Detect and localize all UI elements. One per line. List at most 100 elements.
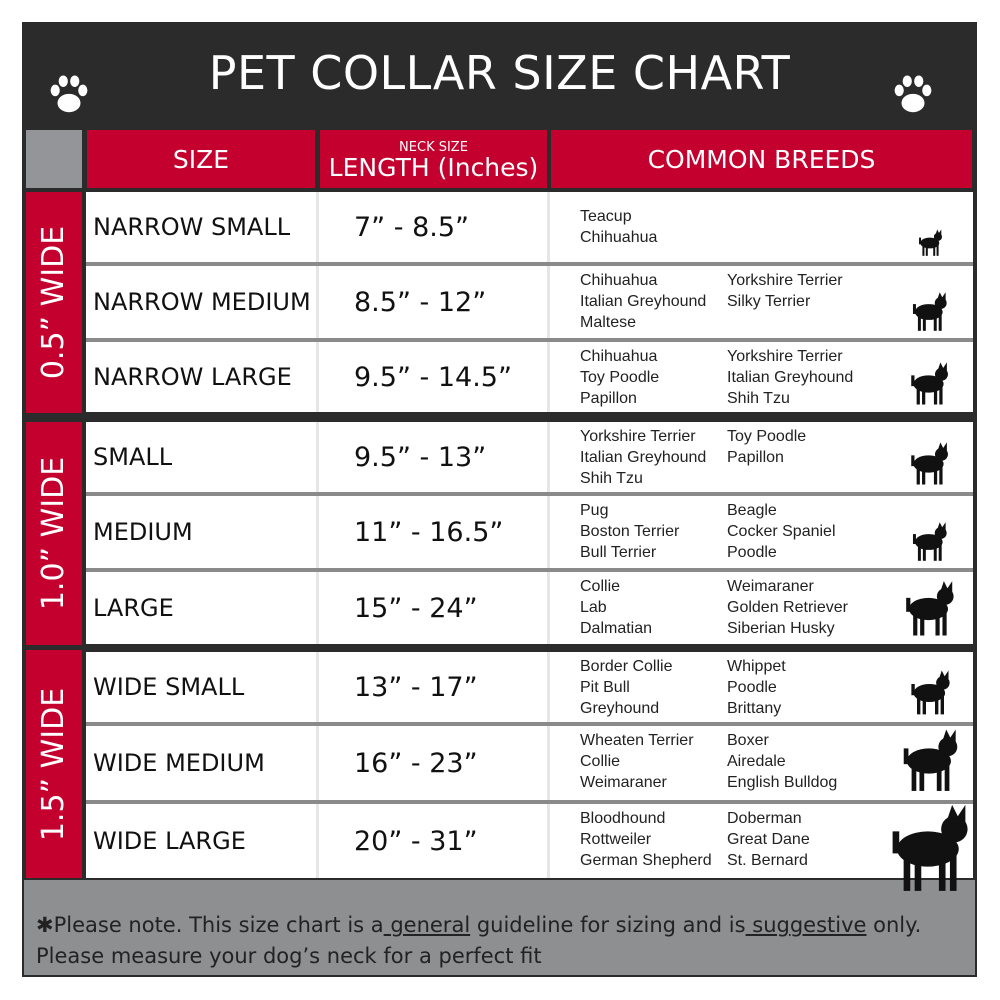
breed-list: Whippet Poodle Brittany bbox=[727, 656, 786, 719]
length-cell: 9.5” - 13” bbox=[319, 422, 547, 492]
breed-name: Pug bbox=[580, 502, 609, 519]
dog-silhouette-icon bbox=[892, 804, 968, 891]
breed-name: English Bulldog bbox=[727, 774, 838, 791]
row-divider bbox=[86, 492, 973, 496]
breed-name: Shih Tzu bbox=[727, 390, 790, 407]
length-cell: 16” - 23” bbox=[319, 726, 547, 800]
breed-list: Teacup Chihuahua bbox=[580, 206, 657, 248]
breed-list: Bloodhound Rottweiler German Shepherd bbox=[580, 808, 712, 871]
breed-list: Boxer Airedale English Bulldog bbox=[727, 730, 837, 793]
header-length-label: LENGTH (Inches) bbox=[328, 152, 539, 182]
title-bar: PET COLLAR SIZE CHART bbox=[22, 22, 977, 128]
breed-name: Boston Terrier bbox=[580, 523, 680, 540]
dog-silhouette-icon bbox=[913, 522, 947, 561]
length-cell: 7” - 8.5” bbox=[319, 192, 547, 262]
size-cell: WIDE MEDIUM bbox=[86, 726, 316, 800]
breed-name: Italian Greyhound bbox=[580, 293, 707, 310]
header-length: NECK SIZE LENGTH (Inches) bbox=[320, 130, 547, 188]
breed-name: Chihuahua bbox=[580, 348, 658, 365]
breed-list: Yorkshire Terrier Italian Greyhound Shih T… bbox=[580, 426, 706, 489]
dog-silhouette-icon bbox=[911, 362, 949, 405]
breed-name: Dalmatian bbox=[580, 620, 653, 637]
breeds-cell: Chihuahua Italian Greyhound Maltese Yorkshi… bbox=[550, 266, 973, 338]
length-cell: 11” - 16.5” bbox=[319, 496, 547, 568]
breed-list: Chihuahua Italian Greyhound Maltese bbox=[580, 270, 706, 333]
breed-name: Bloodhound bbox=[580, 810, 666, 827]
breed-name: Toy Poodle bbox=[580, 369, 660, 386]
dog-silhouette-icon bbox=[913, 292, 947, 331]
breed-name: Brittany bbox=[727, 700, 782, 717]
breeds-cell: Wheaten Terrier Collie Weimaraner Boxer Aire… bbox=[550, 726, 973, 800]
size-cell: NARROW MEDIUM bbox=[86, 266, 316, 338]
breed-name: Poodle bbox=[727, 679, 777, 696]
breeds-cell: Teacup Chihuahua bbox=[550, 192, 973, 262]
size-cell: NARROW SMALL bbox=[86, 192, 316, 262]
row-divider bbox=[86, 338, 973, 342]
header-size-label: SIZE bbox=[172, 144, 230, 174]
breed-list: Weimaraner Golden Retriever Siberian Husky bbox=[727, 576, 848, 639]
breed-name: Rottweiler bbox=[580, 831, 652, 848]
breeds-cell: Pug Boston Terrier Bull Terrier Beagle Cocke… bbox=[550, 496, 973, 568]
breeds-cell: Yorkshire Terrier Italian Greyhound Shih T… bbox=[550, 422, 973, 492]
footnote-emphasis: suggestive bbox=[745, 913, 867, 937]
breed-name: German Shepherd bbox=[580, 852, 712, 869]
breed-name: Airedale bbox=[727, 753, 786, 770]
group-band-0: 0.5” WIDE bbox=[26, 192, 82, 413]
length-cell: 8.5” - 12” bbox=[319, 266, 547, 338]
paw-print-icon bbox=[894, 75, 932, 113]
size-cell: SMALL bbox=[86, 422, 316, 492]
length-cell: 9.5” - 14.5” bbox=[319, 342, 547, 412]
breed-name: Great Dane bbox=[727, 831, 810, 848]
breed-name: Italian Greyhound bbox=[727, 369, 854, 386]
breed-name: Maltese bbox=[580, 314, 637, 331]
breed-name: Golden Retriever bbox=[727, 599, 848, 616]
group-label: 1.0” WIDE bbox=[36, 456, 72, 611]
row-divider bbox=[86, 800, 973, 804]
paw-print-icon bbox=[50, 75, 88, 113]
footnote: ✱Please note. This size chart is a gener… bbox=[24, 880, 975, 975]
footnote-text: ✱Please note. This size chart is a bbox=[36, 913, 384, 937]
size-cell: NARROW LARGE bbox=[86, 342, 316, 412]
footnote-text: only. bbox=[866, 913, 922, 937]
group-band-2: 1.5” WIDE bbox=[26, 650, 82, 878]
breed-name: Collie bbox=[580, 753, 621, 770]
breed-name: Bull Terrier bbox=[580, 544, 657, 561]
breed-name: Italian Greyhound bbox=[580, 449, 707, 466]
breeds-cell: Bloodhound Rottweiler German Shepherd Dober… bbox=[550, 804, 973, 878]
breed-list: Chihuahua Toy Poodle Papillon bbox=[580, 346, 659, 409]
breed-name: Wheaten Terrier bbox=[580, 732, 694, 749]
length-cell: 13” - 17” bbox=[319, 652, 547, 722]
breed-name: Teacup bbox=[580, 208, 632, 225]
breed-name: Poodle bbox=[727, 544, 777, 561]
group-label: 0.5” WIDE bbox=[36, 225, 72, 380]
breed-list: Border Collie Pit Bull Greyhound bbox=[580, 656, 672, 719]
group-label: 1.5” WIDE bbox=[36, 687, 72, 841]
breeds-cell: Chihuahua Toy Poodle Papillon Yorkshire Ter… bbox=[550, 342, 973, 412]
dog-silhouette-icon bbox=[903, 729, 957, 791]
size-cell: WIDE LARGE bbox=[86, 804, 316, 878]
breed-list: Pug Boston Terrier Bull Terrier bbox=[580, 500, 679, 563]
breed-list: Beagle Cocker Spaniel Poodle bbox=[727, 500, 836, 563]
breed-list: Yorkshire Terrier Silky Terrier bbox=[727, 270, 843, 312]
breed-name: Papillon bbox=[727, 449, 784, 466]
breed-list: Collie Lab Dalmatian bbox=[580, 576, 652, 639]
breed-name: Chihuahua bbox=[580, 229, 658, 246]
breed-name: Weimaraner bbox=[580, 774, 667, 791]
dog-silhouette-icon bbox=[918, 229, 942, 256]
breed-name: Silky Terrier bbox=[727, 293, 811, 310]
breed-name: Toy Poodle bbox=[727, 428, 807, 445]
breed-name: St. Bernard bbox=[727, 852, 808, 869]
breed-list: Doberman Great Dane St. Bernard bbox=[727, 808, 810, 871]
breeds-cell: Collie Lab Dalmatian Weimaraner Golden Retri… bbox=[550, 572, 973, 644]
breed-name: Collie bbox=[580, 578, 621, 595]
breed-name: Greyhound bbox=[580, 700, 660, 717]
breed-list: Wheaten Terrier Collie Weimaraner bbox=[580, 730, 694, 793]
row-divider bbox=[86, 262, 973, 266]
group-band-1: 1.0” WIDE bbox=[26, 422, 82, 645]
breed-list: Yorkshire Terrier Italian Greyhound Shih T… bbox=[727, 346, 853, 409]
footnote-text: guideline for sizing and is bbox=[470, 913, 746, 937]
breed-name: Papillon bbox=[580, 390, 637, 407]
size-cell: MEDIUM bbox=[86, 496, 316, 568]
breeds-cell: Border Collie Pit Bull Greyhound Whippet Poo… bbox=[550, 652, 973, 722]
breed-name: Shih Tzu bbox=[580, 470, 643, 487]
